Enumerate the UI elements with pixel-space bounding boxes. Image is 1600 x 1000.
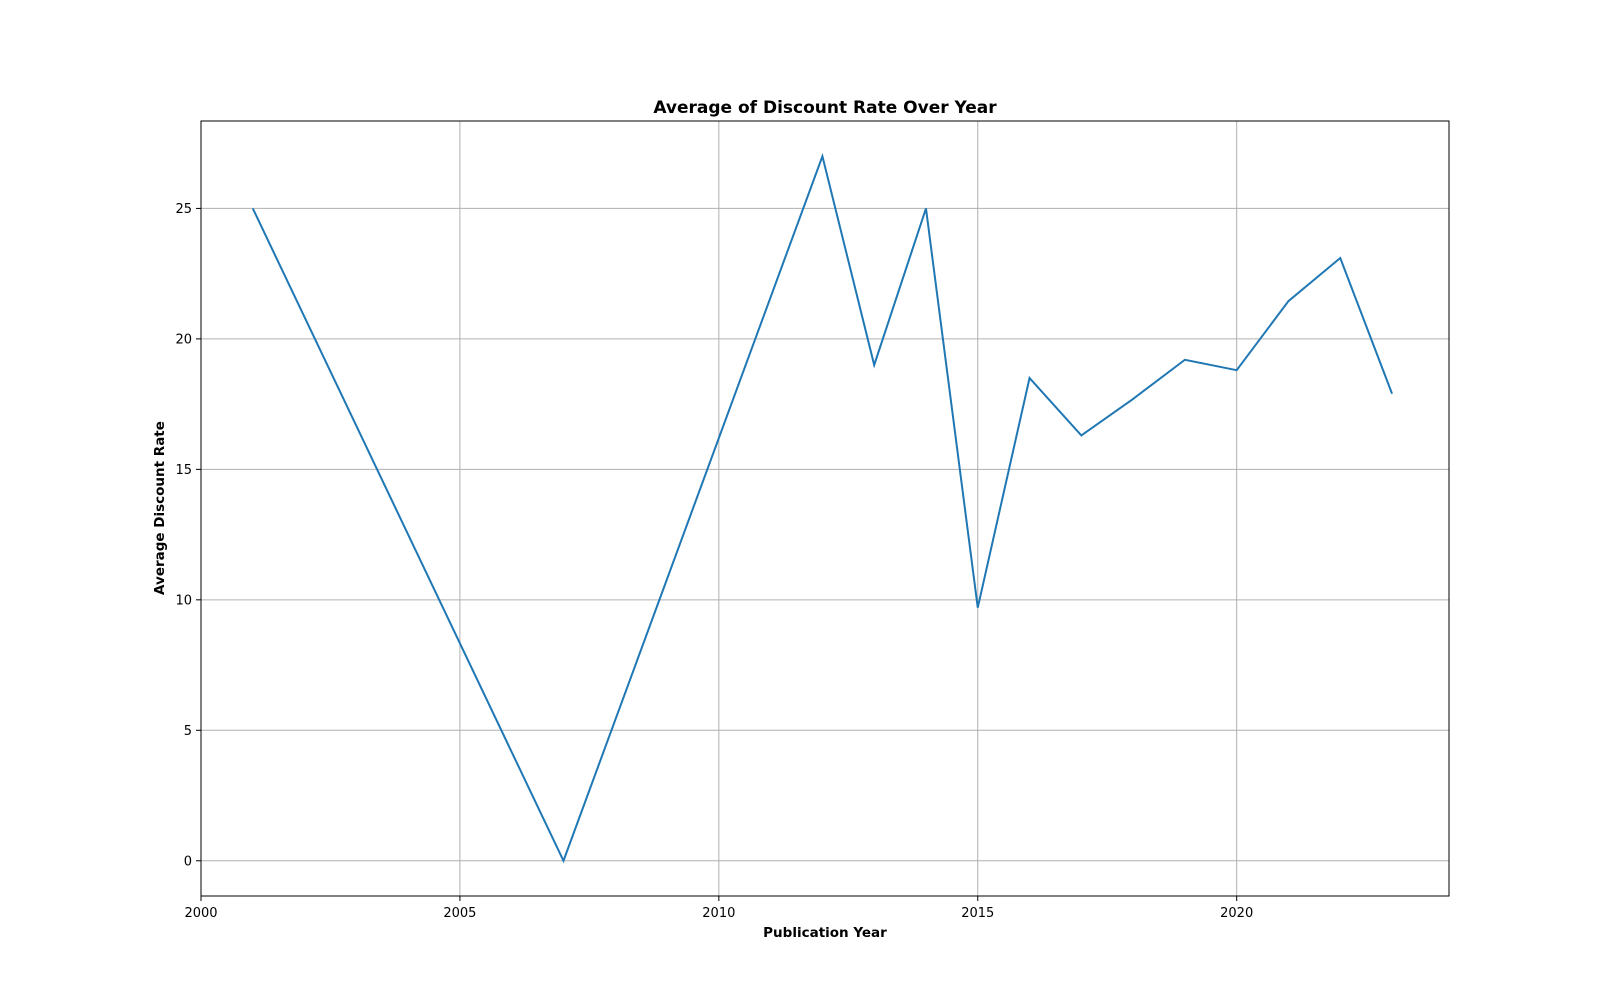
plot-area-frame: [200, 120, 1450, 897]
x-tick-label: 2005: [443, 906, 476, 921]
grid: [200, 121, 1449, 896]
series-layer: [251, 152, 1393, 864]
y-tick-label: 10: [175, 593, 192, 608]
chart-title: Average of Discount Rate Over Year: [653, 98, 997, 118]
y-tick-label: 15: [175, 463, 192, 478]
y-tick-label: 5: [184, 724, 192, 739]
y-tick-label: 25: [175, 202, 192, 217]
y-tick-label: 0: [184, 854, 192, 869]
y-tick-label: 20: [175, 332, 192, 347]
x-tick-label: 2015: [961, 906, 994, 921]
series-line: [251, 152, 1393, 864]
x-tick-label: 2020: [1220, 906, 1253, 921]
y-axis-label: Average Discount Rate: [152, 421, 168, 595]
x-tick-label: 2010: [702, 906, 735, 921]
x-tick-label: 2000: [184, 906, 217, 921]
x-axis-label: Publication Year: [763, 925, 887, 941]
tick-labels: 2000 2005 2010 2015 2020 0 5 10 15 20 25: [175, 202, 1253, 921]
